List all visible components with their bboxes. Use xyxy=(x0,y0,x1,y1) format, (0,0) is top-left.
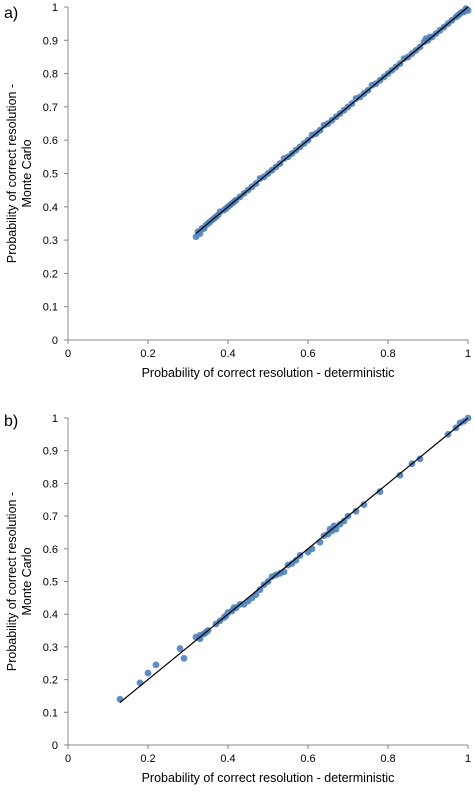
y-tick-label: 0.9 xyxy=(43,35,58,47)
x-tick-label: 0.6 xyxy=(300,753,315,765)
scatter-point xyxy=(426,33,434,41)
x-tick-label: 0 xyxy=(65,348,71,360)
scatter-point xyxy=(376,488,384,495)
x-axis-title: Probability of correct resolution - dete… xyxy=(142,366,395,380)
scatter-point xyxy=(330,522,338,530)
scatter-point xyxy=(276,569,284,577)
y-axis-title: Probability of correct resolution -Monte… xyxy=(5,84,34,263)
scatter-point xyxy=(352,507,360,515)
scatter-point xyxy=(180,654,188,662)
y-axis-title-line: Monte Carlo xyxy=(20,547,34,615)
scatter-point xyxy=(308,545,316,553)
y-tick-label: 0.6 xyxy=(43,544,58,556)
scatter-point xyxy=(144,669,152,677)
scatter-point xyxy=(176,645,184,652)
x-axis-title: Probability of correct resolution - dete… xyxy=(142,771,395,785)
panel-label: a) xyxy=(4,5,18,22)
y-tick-label: 0.1 xyxy=(43,707,58,719)
x-tick-label: 0.2 xyxy=(140,348,155,360)
scatter-point xyxy=(292,556,300,564)
y-axis-title-line: Monte Carlo xyxy=(20,139,34,207)
x-tick-label: 0.8 xyxy=(380,348,395,360)
reference-line xyxy=(119,417,469,703)
y-tick-label: 0.2 xyxy=(43,268,58,280)
scatter-point xyxy=(316,538,324,546)
y-tick-label: 0.3 xyxy=(43,642,58,654)
y-tick-label: 0.5 xyxy=(43,169,58,181)
y-tick-label: 0.8 xyxy=(43,478,58,490)
y-tick-label: 0 xyxy=(52,740,58,752)
y-tick-label: 0.1 xyxy=(43,302,58,314)
panel-a: a) 0 0.1 0.2 0.3 0.4 0.5 0.6 0.7 0.8 0.9 1 0 0.2 0.4 0.… xyxy=(4,2,472,380)
scatter-point xyxy=(396,471,404,479)
scatter-point xyxy=(136,679,144,687)
x-tick-label: 1 xyxy=(465,348,471,360)
y-tick-label: 0.9 xyxy=(43,446,58,458)
y-tick-label: 0.5 xyxy=(43,577,58,589)
y-tick-label: 0.4 xyxy=(43,609,58,621)
y-axis-title-line: Probability of correct resolution - xyxy=(5,492,19,671)
scatter-point xyxy=(196,635,204,643)
scatter-point xyxy=(240,600,248,608)
x-tick-label: 0.4 xyxy=(220,348,235,360)
scatter-point xyxy=(256,586,264,594)
y-tick-label: 0.6 xyxy=(43,135,58,147)
y-axis-title: Probability of correct resolution -Monte… xyxy=(5,492,34,671)
y-tick-label: 0.7 xyxy=(43,511,58,523)
x-tick-label: 0.8 xyxy=(380,753,395,765)
reference-line xyxy=(195,6,469,234)
y-axis-title-line: Probability of correct resolution - xyxy=(5,84,19,263)
y-tick-label: 0.7 xyxy=(43,102,58,114)
y-tick-label: 0.4 xyxy=(43,202,58,214)
x-tick-label: 0.4 xyxy=(220,753,235,765)
scatter-point xyxy=(152,661,160,669)
x-tick-label: 0.6 xyxy=(300,348,315,360)
scatter-point xyxy=(116,695,124,703)
scatter-point xyxy=(360,501,368,509)
x-tick-label: 0 xyxy=(65,753,71,765)
y-tick-label: 1 xyxy=(52,2,58,14)
x-tick-label: 1 xyxy=(465,753,471,765)
scatter-point xyxy=(268,573,276,580)
y-tick-label: 0.2 xyxy=(43,675,58,687)
panel-label: b) xyxy=(4,413,18,430)
y-tick-label: 1 xyxy=(52,413,58,425)
scatter-point xyxy=(416,455,424,463)
y-tick-label: 0 xyxy=(52,335,58,347)
y-tick-label: 0.8 xyxy=(43,69,58,81)
scatter-point xyxy=(340,517,348,525)
panel-b: b) 0 0.1 0.2 0.3 0.4 0.5 0.6 0.7 0.8 0.9 1 0 0.2 0.4 0.… xyxy=(4,413,472,785)
x-tick-label: 0.2 xyxy=(140,753,155,765)
y-tick-label: 0.3 xyxy=(43,235,58,247)
scatter-point xyxy=(230,604,238,612)
